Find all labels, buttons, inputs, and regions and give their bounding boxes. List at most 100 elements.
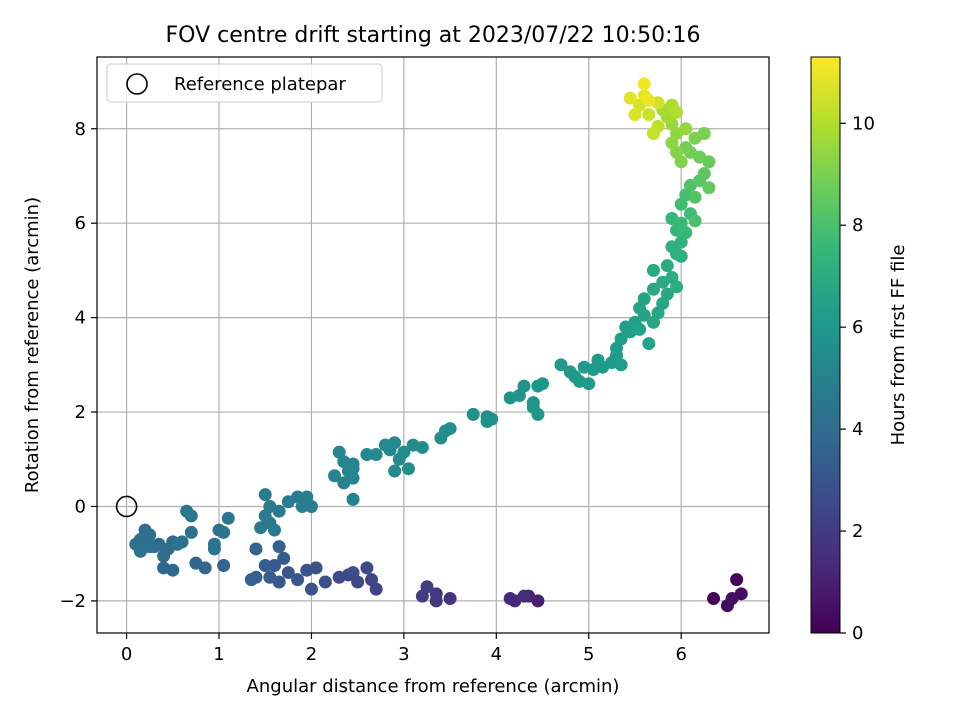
- data-point: [660, 259, 674, 273]
- data-point: [554, 358, 568, 372]
- data-point: [332, 570, 346, 584]
- data-point: [360, 448, 374, 462]
- chart-title: FOV centre drift starting at 2023/07/22 …: [166, 23, 701, 48]
- data-point: [697, 126, 711, 140]
- reference-marker: [115, 495, 138, 518]
- legend-marker: [126, 73, 148, 95]
- data-point: [517, 379, 531, 393]
- y-tick-label: 2: [75, 402, 86, 423]
- data-point: [258, 488, 272, 502]
- data-point: [184, 525, 198, 539]
- colorbar-tick-label: 10: [852, 113, 875, 134]
- colorbar-label: Hours from first FF file: [888, 245, 909, 446]
- data-point: [244, 573, 258, 587]
- data-point: [637, 292, 651, 306]
- y-tick-label: 0: [75, 496, 86, 517]
- data-point: [267, 523, 281, 537]
- data-point: [660, 287, 674, 301]
- data-point: [646, 126, 660, 140]
- data-point: [281, 566, 295, 580]
- data-point: [184, 509, 198, 523]
- data-point: [378, 438, 392, 452]
- data-point: [272, 540, 286, 554]
- data-point: [170, 537, 184, 551]
- colorbar-tick-label: 2: [852, 521, 863, 542]
- data-point: [249, 542, 263, 556]
- data-point: [217, 525, 231, 539]
- data-point: [646, 282, 660, 296]
- data-point: [517, 589, 531, 603]
- data-point: [503, 592, 517, 606]
- legend-label: Reference platepar: [174, 74, 346, 95]
- data-point: [670, 247, 684, 261]
- data-point: [429, 594, 443, 608]
- data-point: [642, 108, 656, 122]
- data-point: [221, 511, 235, 525]
- data-point: [725, 592, 739, 606]
- y-tick-label: −2: [59, 591, 86, 612]
- data-point: [365, 573, 379, 587]
- data-point: [402, 462, 416, 476]
- y-tick-label: 4: [75, 308, 86, 329]
- y-axis-label: Rotation from reference (arcmin): [22, 197, 43, 493]
- colorbar-tick-label: 4: [852, 419, 863, 440]
- data-point: [397, 445, 411, 459]
- data-point: [443, 592, 457, 606]
- data-point: [258, 558, 272, 572]
- data-point: [614, 332, 628, 346]
- legend: Reference platepar: [106, 63, 383, 103]
- data-point: [189, 556, 203, 570]
- x-tick-label: 6: [675, 644, 686, 665]
- data-points: [129, 77, 748, 613]
- data-point: [679, 226, 693, 240]
- data-point: [217, 558, 231, 572]
- data-point: [318, 575, 332, 589]
- data-point: [360, 561, 374, 575]
- data-point: [670, 105, 684, 119]
- data-point: [637, 77, 651, 91]
- data-point: [346, 566, 360, 580]
- data-point: [582, 377, 596, 391]
- y-tick-label: 8: [75, 119, 86, 140]
- data-point: [272, 504, 286, 518]
- data-point: [642, 93, 656, 107]
- data-point: [642, 337, 656, 351]
- data-point: [438, 424, 452, 438]
- data-point: [369, 448, 383, 462]
- data-point: [633, 322, 647, 336]
- colorbar: 0 2 4 6 8 10 Hours from first FF file: [810, 56, 909, 644]
- data-point: [702, 181, 716, 195]
- data-point: [300, 490, 314, 504]
- data-point: [531, 407, 545, 421]
- data-point: [688, 190, 702, 204]
- data-point: [346, 492, 360, 506]
- legend-box: [106, 63, 383, 103]
- colorbar-tick-label: 0: [852, 623, 863, 644]
- data-point: [670, 280, 684, 294]
- data-point: [697, 167, 711, 181]
- data-point: [628, 108, 642, 122]
- x-tick-label: 3: [398, 644, 409, 665]
- plot-frame: [96, 56, 770, 634]
- x-tick-label: 0: [121, 644, 132, 665]
- x-tick-label: 1: [213, 644, 224, 665]
- data-point: [267, 558, 281, 572]
- data-point: [263, 570, 277, 584]
- colorbar-tick-label: 8: [852, 215, 863, 236]
- data-point: [143, 540, 157, 554]
- x-tick-label: 2: [306, 644, 317, 665]
- data-point: [332, 445, 346, 459]
- data-point: [730, 573, 744, 587]
- data-point: [207, 537, 221, 551]
- data-point: [623, 91, 637, 105]
- data-point: [707, 592, 721, 606]
- y-axis: −2 0 2 4 6 8: [59, 119, 97, 612]
- data-point: [420, 580, 434, 594]
- data-point: [291, 573, 305, 587]
- data-point: [304, 582, 318, 596]
- x-axis-label: Angular distance from reference (arcmin): [247, 676, 620, 697]
- data-point: [328, 469, 342, 483]
- y-tick-label: 6: [75, 213, 86, 234]
